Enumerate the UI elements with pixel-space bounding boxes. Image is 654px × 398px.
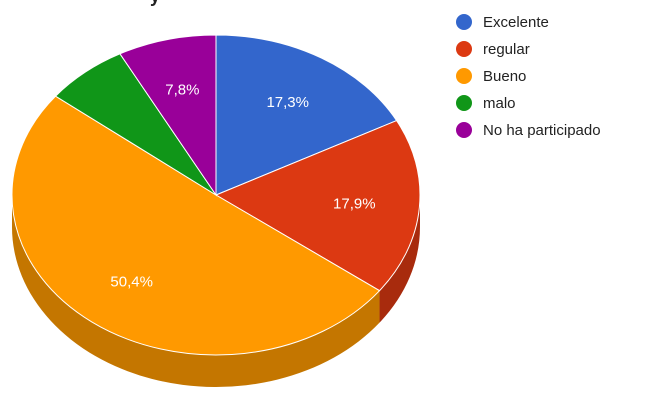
legend-label-no-ha-participado: No ha participado <box>483 122 601 139</box>
slice-excelente[interactable] <box>215 34 398 196</box>
legend-item-excelente[interactable]: Excelente <box>456 14 549 31</box>
legend-label-malo: malo <box>483 95 516 112</box>
pie-slices <box>11 34 421 356</box>
slice-no-ha-participado[interactable] <box>119 34 217 197</box>
legend: Excelente regular Bueno malo No ha participa… <box>456 14 601 139</box>
legend-swatch-malo <box>456 95 472 111</box>
legend-label-regular: regular <box>483 41 530 58</box>
slice-side-regular <box>379 195 420 323</box>
legend-item-no-ha-participado[interactable]: No ha participado <box>456 122 601 139</box>
legend-label-bueno: Bueno <box>483 68 526 85</box>
slice-labels: 17,3% 17,9% 50,4% 7,8% <box>110 81 375 290</box>
slice-label-regular: 17,9% <box>333 196 376 213</box>
slice-label-bueno: 50,4% <box>110 273 153 290</box>
legend-item-malo[interactable]: malo <box>456 95 516 112</box>
legend-swatch-regular <box>456 41 472 57</box>
legend-item-regular[interactable]: regular <box>456 41 530 58</box>
legend-swatch-excelente <box>456 14 472 30</box>
legend-swatch-bueno <box>456 68 472 84</box>
chart-title-fragment: y <box>150 0 160 6</box>
slice-regular[interactable] <box>214 119 421 292</box>
slice-label-excelente: 17,3% <box>266 94 309 111</box>
slice-label-no-ha-participado: 7,8% <box>165 81 199 98</box>
legend-item-bueno[interactable]: Bueno <box>456 68 526 85</box>
legend-label-excelente: Excelente <box>483 14 549 31</box>
slice-side-bueno <box>12 195 380 387</box>
slice-bueno[interactable] <box>11 95 381 356</box>
pie-depth <box>12 195 420 387</box>
legend-swatch-no-ha-participado <box>456 122 472 138</box>
